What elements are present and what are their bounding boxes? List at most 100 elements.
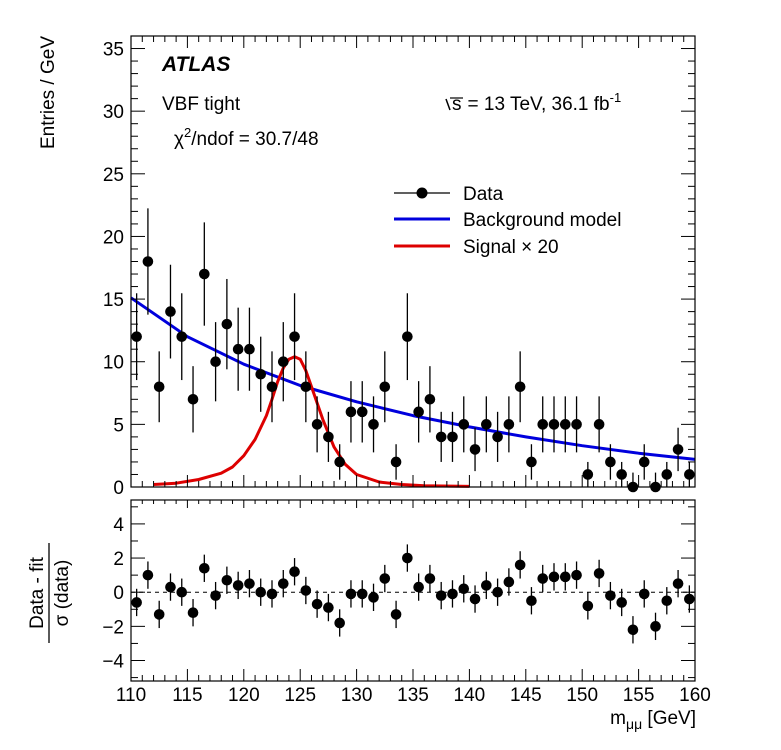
residual-point <box>627 624 639 636</box>
x-tick-label: 130 <box>341 685 373 706</box>
residual-point <box>458 583 470 595</box>
residual-point <box>537 573 549 584</box>
data-point <box>605 456 616 468</box>
residual-point <box>311 598 323 610</box>
data-point <box>413 406 424 418</box>
x-tick-label: 150 <box>566 685 598 706</box>
data-point <box>232 343 244 355</box>
residual-point <box>638 588 650 600</box>
y-tick-label-top: 5 <box>113 415 124 436</box>
data-point <box>593 419 605 430</box>
data-point <box>638 456 650 468</box>
data-point <box>559 419 571 430</box>
svg-text:Data - fit: Data - fit <box>27 556 48 629</box>
data-point <box>345 406 357 418</box>
y-tick-label-top: 35 <box>103 40 124 61</box>
background-model-curve <box>130 296 696 461</box>
residual-point <box>187 607 199 618</box>
y-tick-label-bottom: 4 <box>113 515 124 536</box>
data-point <box>255 368 267 380</box>
experiment-label: ATLAS <box>161 53 230 76</box>
residual-point <box>221 574 233 586</box>
residual-point <box>210 590 221 601</box>
residual-point <box>481 580 492 591</box>
data-point <box>311 419 323 430</box>
residual-point <box>435 590 447 601</box>
residual-point <box>323 602 334 613</box>
data-point <box>334 456 345 468</box>
residual-point <box>153 609 165 620</box>
x-tick-label: 155 <box>623 685 655 706</box>
residual-point <box>131 597 142 608</box>
residual-point <box>413 581 424 593</box>
data-point <box>424 394 436 405</box>
data-point <box>221 318 233 330</box>
residual-point <box>514 559 526 571</box>
signal-curve <box>153 355 470 488</box>
data-point <box>300 381 312 393</box>
data-point <box>537 419 549 430</box>
y-tick-label-top: 0 <box>113 478 124 499</box>
x-tick-label: 125 <box>284 685 316 706</box>
svg-text:χ2/ndof = 30.7/48: χ2/ndof = 30.7/48 <box>174 125 319 150</box>
residual-point <box>390 609 402 620</box>
data-point <box>165 306 176 317</box>
data-point <box>458 419 470 430</box>
residual-point <box>266 588 278 600</box>
y-tick-label-bottom: −2 <box>102 617 124 638</box>
data-point <box>469 444 481 455</box>
data-point <box>672 444 684 455</box>
residual-point <box>142 569 154 581</box>
residual-point <box>176 586 188 598</box>
data-point <box>289 331 300 342</box>
x-tick-label: 110 <box>116 685 146 706</box>
residual-point <box>368 592 379 603</box>
residual-point <box>650 621 661 632</box>
data-point <box>266 381 278 393</box>
data-point <box>582 469 594 480</box>
data-point <box>356 406 368 418</box>
residual-point <box>548 571 560 583</box>
residual-point <box>503 576 515 588</box>
data-point <box>187 394 199 405</box>
data-point <box>503 419 515 430</box>
data-point <box>142 256 154 267</box>
residual-point <box>345 588 357 600</box>
data-point <box>514 381 526 393</box>
residual-point <box>199 563 210 574</box>
residual-point <box>232 580 244 591</box>
data-point <box>447 431 458 443</box>
x-tick-label: 120 <box>228 685 260 706</box>
residual-point <box>559 571 571 583</box>
residual-point <box>402 552 413 564</box>
y-tick-label-bottom: 2 <box>113 549 124 570</box>
x-tick-label: 140 <box>454 685 486 706</box>
y-tick-label-bottom: −4 <box>102 652 124 673</box>
data-point <box>199 268 210 280</box>
residual-point <box>165 581 176 593</box>
legend-item-data: Data <box>394 184 504 205</box>
svg-text:mμμ [GeV]: mμμ [GeV] <box>610 708 696 732</box>
residual-point <box>244 578 255 589</box>
data-point <box>548 419 560 430</box>
residual-point <box>469 593 481 605</box>
residual-point <box>571 569 582 581</box>
residual-point <box>356 588 368 600</box>
data-point <box>661 469 673 480</box>
x-tick-label: 115 <box>172 685 202 706</box>
residual-point <box>447 588 458 600</box>
data-point <box>153 381 165 393</box>
legend-item-signal: Signal × 20 <box>394 237 559 258</box>
residual-point <box>605 590 616 601</box>
residual-point <box>684 593 695 605</box>
y-tick-label-top: 15 <box>103 290 124 311</box>
svg-text:Signal × 20: Signal × 20 <box>463 237 559 258</box>
residual-point <box>255 586 267 598</box>
legend: Data Background model Signal × 20 <box>394 184 621 258</box>
residual-point <box>616 597 627 608</box>
residual-point <box>300 585 312 596</box>
data-point <box>210 356 221 368</box>
residual-point <box>492 586 503 598</box>
residual-point <box>379 573 391 584</box>
